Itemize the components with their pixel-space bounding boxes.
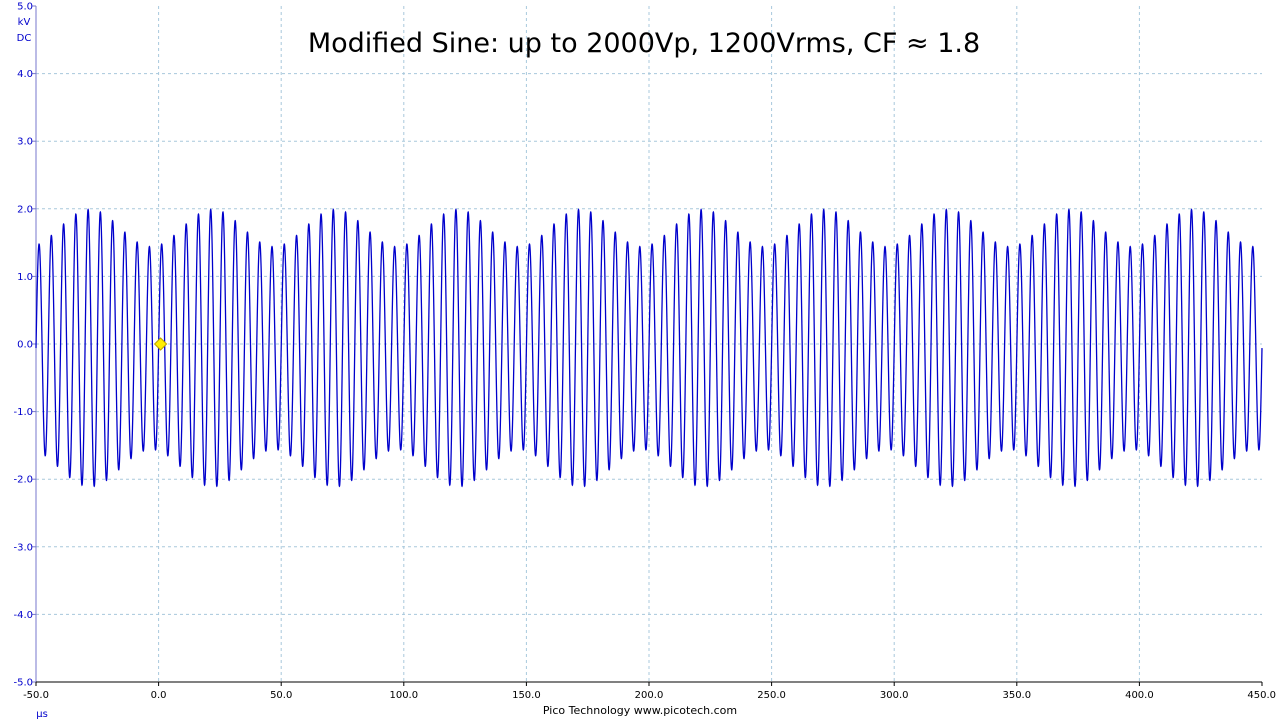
y-tick-label: 4.0	[17, 69, 33, 80]
x-tick-label: 400.0	[1125, 690, 1154, 701]
x-tick-label: 100.0	[389, 690, 418, 701]
y-tick-label: -4.0	[13, 610, 33, 621]
marker-layer	[153, 337, 168, 351]
y-unit-label: kV	[18, 17, 31, 28]
x-unit-label: µs	[36, 709, 48, 720]
footer-text: Pico Technology www.picotech.com	[543, 704, 737, 717]
y-tick-label: -5.0	[13, 678, 33, 689]
y-axis-ticks: 5.0 4.0 3.0 2.0 1.0 0.0 -1.0 -2.0 -3.0 -4.0 -5.0	[13, 2, 33, 689]
x-axis-ticks: -50.0 0.0 50.0 100.0 150.0 200.0 250.0 300.0 350…	[23, 690, 1276, 701]
y-tick-label: 1.0	[17, 272, 33, 283]
x-tick-label: 350.0	[1002, 690, 1031, 701]
y-tick-label: 3.0	[17, 137, 33, 148]
y-tick-label: -1.0	[13, 407, 33, 418]
y-coupling-label: DC	[17, 33, 32, 44]
x-tick-label: -50.0	[23, 690, 49, 701]
y-tick-label: 0.0	[17, 340, 33, 351]
y-tick-label: 2.0	[17, 204, 33, 215]
y-tick-label: 5.0	[17, 2, 33, 13]
x-tick-label: 200.0	[635, 690, 664, 701]
x-tick-label: 450.0	[1247, 690, 1276, 701]
x-tick-label: 300.0	[880, 690, 909, 701]
y-tick-label: -2.0	[13, 475, 33, 486]
series-layer	[35, 208, 1263, 488]
trigger-marker	[153, 337, 168, 351]
x-tick-label: 250.0	[757, 690, 786, 701]
chart-title: Modified Sine: up to 2000Vp, 1200Vrms, C…	[308, 28, 980, 59]
y-tick-label: -3.0	[13, 542, 33, 553]
x-tick-label: 0.0	[151, 690, 167, 701]
x-tick-label: 150.0	[512, 690, 541, 701]
x-tick-label: 50.0	[270, 690, 292, 701]
waveform-series	[35, 208, 1263, 488]
